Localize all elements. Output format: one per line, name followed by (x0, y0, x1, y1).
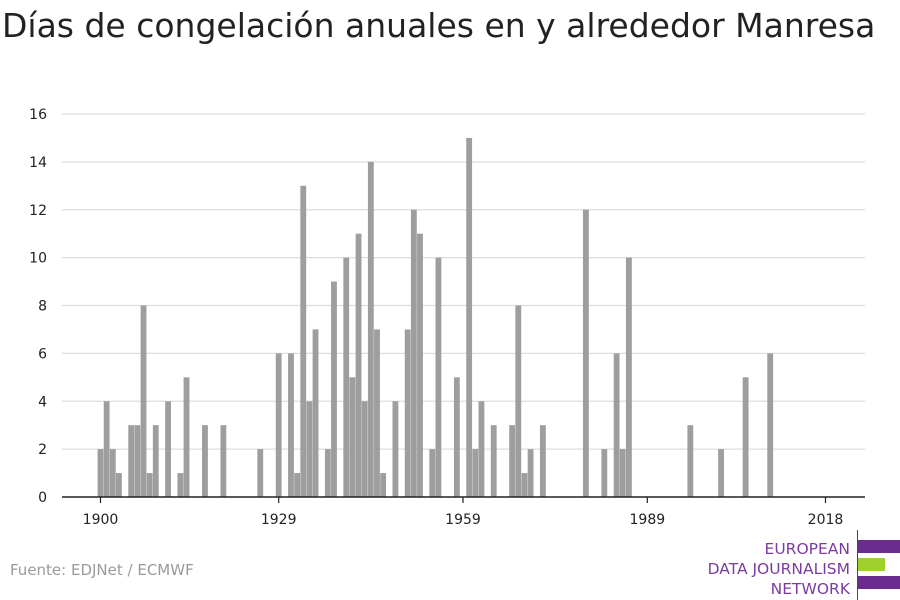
bar (417, 233, 423, 497)
grid-lines (62, 113, 865, 450)
bar (288, 353, 294, 497)
bar (128, 425, 135, 497)
bar (490, 425, 497, 497)
bar (109, 449, 116, 497)
bar (220, 425, 227, 497)
bar (404, 329, 411, 497)
bar (625, 257, 632, 497)
bar (380, 473, 387, 497)
bar (312, 329, 319, 497)
bar (324, 449, 331, 497)
y-tick-label: 4 (38, 394, 47, 410)
y-tick-label: 16 (29, 107, 47, 123)
x-tick-label: 1989 (630, 512, 666, 528)
y-tick-label: 8 (38, 299, 47, 315)
bar (152, 425, 159, 497)
bar (367, 161, 374, 497)
bar (343, 257, 350, 497)
bar (300, 185, 307, 497)
y-tick-label: 12 (29, 203, 47, 219)
bar (202, 425, 208, 497)
bar (429, 449, 436, 497)
bar (355, 233, 362, 497)
bar (718, 449, 724, 497)
bar (177, 473, 184, 497)
bar (582, 209, 589, 497)
bar (619, 449, 626, 497)
bar (466, 137, 473, 497)
bar (472, 449, 479, 497)
y-tick-label: 14 (29, 155, 47, 171)
bar (453, 377, 460, 497)
bar (478, 401, 485, 497)
bar (97, 449, 104, 497)
bar (509, 425, 516, 497)
bar (687, 425, 694, 497)
bar (601, 449, 608, 497)
bar (331, 281, 337, 497)
bar (165, 401, 172, 497)
logo-bar-purple-bottom (858, 576, 900, 589)
chart-title: Días de congelación anuales en y alreded… (2, 6, 876, 45)
bar (742, 377, 749, 497)
bar (257, 449, 264, 497)
bar (392, 401, 399, 497)
bar (116, 473, 122, 497)
logo-text: EUROPEAN DATA JOURNALISM NETWORK (708, 539, 850, 599)
x-tick-label: 1959 (445, 512, 481, 528)
logo-bar-purple-top (858, 540, 900, 553)
bar (410, 209, 417, 497)
bar (103, 401, 110, 497)
logo-line-2: DATA JOURNALISM (707, 560, 850, 578)
y-tick-label: 2 (38, 442, 47, 458)
bars (97, 137, 774, 497)
x-tick-label: 1929 (261, 512, 297, 528)
bar (349, 377, 356, 497)
x-tick-label: 1900 (83, 512, 119, 528)
x-tick-label: 2018 (808, 512, 844, 528)
bar (435, 257, 442, 497)
bar (515, 305, 522, 497)
bar (767, 353, 774, 497)
logo-bar-green (858, 558, 885, 571)
bar (294, 473, 301, 497)
bar (146, 473, 153, 497)
y-tick-label: 0 (38, 490, 47, 506)
bar (275, 353, 282, 497)
logo-line-1: EUROPEAN (764, 540, 850, 558)
bar (183, 377, 190, 497)
logo-divider (857, 530, 858, 600)
bar (521, 473, 528, 497)
source-note: Fuente: EDJNet / ECMWF (10, 561, 194, 579)
bar (374, 329, 380, 497)
logo-line-3: NETWORK (770, 580, 850, 598)
bar (613, 353, 620, 497)
y-tick-label: 6 (38, 346, 47, 362)
bar (361, 401, 368, 497)
tick-labels: 0 2 4 6 8 10 12 14 16 1900 1929 1959 1989 2018 (29, 107, 843, 528)
bar (134, 425, 141, 497)
bar (140, 305, 147, 497)
bar (527, 449, 534, 497)
edjnet-logo[interactable]: EUROPEAN DATA JOURNALISM NETWORK (700, 530, 900, 600)
bar (306, 401, 313, 497)
bar (539, 425, 546, 497)
y-tick-label: 10 (29, 251, 47, 267)
